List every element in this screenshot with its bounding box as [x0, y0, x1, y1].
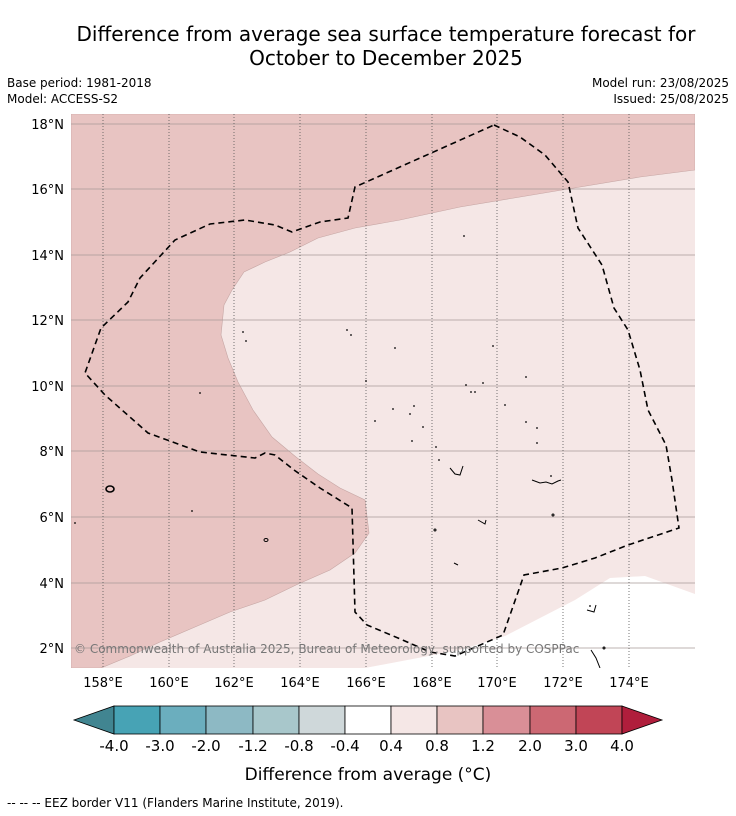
colorbar-segment [390, 705, 438, 735]
colorbar-segment [298, 705, 346, 735]
lat-label: 4°N [40, 577, 65, 592]
colorbar-label: -1.2 [238, 737, 267, 755]
lon-label: 170°E [477, 676, 517, 691]
colorbar-label: 4.0 [610, 737, 634, 755]
colorbar: -4.0 -3.0 -2.0 -1.2 -0.8 -0.4 0.4 0.8 1.… [72, 705, 664, 785]
model-name: Model: ACCESS-S2 [7, 92, 119, 106]
colorbar-label: -2.0 [191, 737, 220, 755]
colorbar-title: Difference from average (°C) [245, 765, 492, 785]
colorbar-segment [482, 705, 531, 735]
lon-label: 164°E [280, 676, 320, 691]
map-area: © Commonwealth of Australia 2025, Bureau… [71, 114, 695, 668]
lon-label: 168°E [412, 676, 452, 691]
title-line-2: October to December 2025 [249, 46, 523, 70]
anomaly-band-neutral [365, 576, 695, 668]
lon-label: 162°E [214, 676, 254, 691]
eez-legend: -- -- -- EEZ border V11 (Flanders Marine… [7, 796, 344, 810]
colorbar-arrow-low [72, 705, 115, 735]
anomaly-band-medium [71, 114, 695, 668]
colorbar-label: 0.8 [425, 737, 449, 755]
lat-label: 10°N [31, 380, 64, 395]
lat-label: 18°N [31, 118, 64, 133]
longitude-gridlines [102, 114, 630, 668]
colorbar-segment [205, 705, 254, 735]
lon-label: 166°E [346, 676, 386, 691]
colorbar-segment [436, 705, 484, 735]
issued-date: Issued: 25/08/2025 [613, 92, 729, 106]
meta-right: Model run: 23/08/2025 Issued: 25/08/2025 [592, 75, 729, 107]
lon-label: 172°E [543, 676, 583, 691]
title-line-1: Difference from average sea surface temp… [76, 22, 696, 46]
lat-label: 14°N [31, 249, 64, 264]
base-period: Base period: 1981-2018 [7, 76, 152, 90]
colorbar-label: 1.2 [471, 737, 495, 755]
colorbar-segment [252, 705, 300, 735]
colorbar-segment [575, 705, 623, 735]
meta-left: Base period: 1981-2018 Model: ACCESS-S2 [7, 75, 152, 107]
colorbar-segment [529, 705, 577, 735]
colorbar-arrow-high [621, 705, 664, 735]
lon-label: 158°E [83, 676, 123, 691]
copyright-notice: © Commonwealth of Australia 2025, Bureau… [74, 642, 579, 656]
lat-label: 6°N [40, 511, 65, 526]
lat-label: 8°N [40, 445, 65, 460]
latitude-gridlines [71, 123, 695, 649]
island-dots [74, 235, 591, 607]
colorbar-label: -0.8 [284, 737, 313, 755]
colorbar-label: -4.0 [99, 737, 128, 755]
colorbar-label: -3.0 [145, 737, 174, 755]
islands [105, 465, 606, 668]
map-title: Difference from average sea surface temp… [0, 22, 736, 70]
longitude-labels: 158°E 160°E 162°E 164°E 166°E 168°E 170°… [83, 676, 649, 691]
lon-label: 174°E [609, 676, 649, 691]
colorbar-label: 0.4 [379, 737, 403, 755]
lat-label: 16°N [31, 183, 64, 198]
colorbar-label: -0.4 [330, 737, 359, 755]
colorbar-label: 2.0 [518, 737, 542, 755]
lon-label: 160°E [149, 676, 189, 691]
colorbar-segment [344, 705, 392, 735]
colorbar-segment [113, 705, 161, 735]
model-run: Model run: 23/08/2025 [591, 76, 729, 90]
lat-label: 12°N [31, 314, 64, 329]
colorbar-label: 3.0 [564, 737, 588, 755]
latitude-labels: 18°N 16°N 14°N 12°N 10°N 8°N 6°N 4°N 2°N [31, 118, 64, 657]
eez-border [84, 124, 680, 657]
colorbar-labels: -4.0 -3.0 -2.0 -1.2 -0.8 -0.4 0.4 0.8 1.… [99, 737, 634, 755]
colorbar-segment [159, 705, 207, 735]
lat-label: 2°N [40, 642, 65, 657]
